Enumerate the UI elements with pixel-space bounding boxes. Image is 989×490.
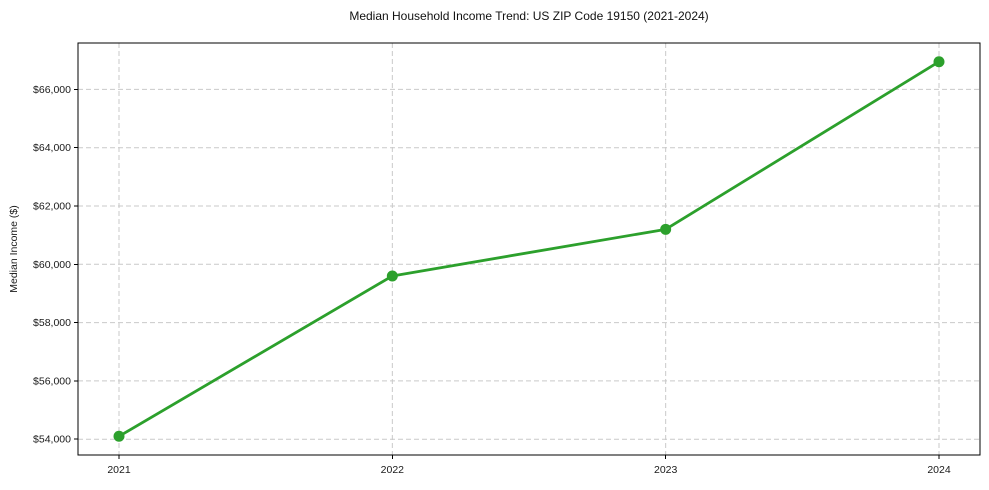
data-point-2021 [113, 430, 125, 442]
y-tick-label: $54,000 [33, 434, 71, 446]
y-tick-label: $56,000 [33, 375, 71, 387]
y-tick-label: $60,000 [33, 259, 71, 271]
y-tick-label: $66,000 [33, 84, 71, 96]
y-tick-label: $62,000 [33, 201, 71, 213]
x-tick-label: 2022 [381, 464, 405, 476]
y-tick-label: $58,000 [33, 317, 71, 329]
income-trend-line [117, 60, 941, 438]
data-point-2022 [386, 270, 398, 282]
x-tick-label: 2021 [107, 464, 131, 476]
y-tick-label: $64,000 [33, 142, 71, 154]
data-point-2023 [660, 223, 672, 235]
chart-title: Median Household Income Trend: US ZIP Co… [349, 9, 709, 23]
x-tick-label: 2024 [927, 464, 951, 476]
data-point-2024 [933, 56, 945, 68]
plot-border [77, 42, 981, 456]
x-tick-label: 2023 [654, 464, 678, 476]
